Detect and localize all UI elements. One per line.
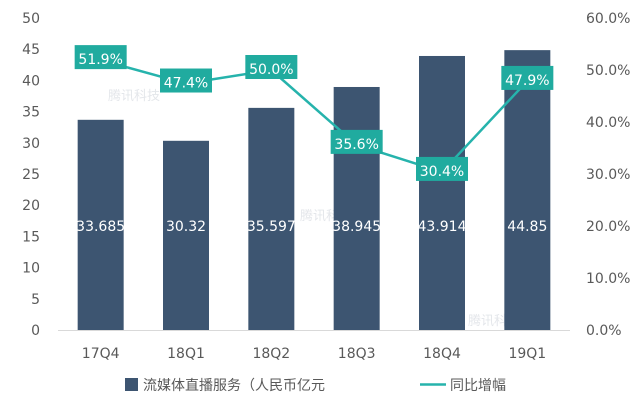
left-axis-tick-label: 10 (22, 261, 40, 277)
line-labels-group: 51.9% 47.4% 50.0% 35.6% 30.4% 47.9% (74, 45, 554, 181)
x-axis-tick-label: 18Q1 (167, 346, 205, 362)
left-axis-tick-label: 50 (22, 11, 40, 27)
line-data-label-box (74, 45, 127, 70)
right-axis-tick-label: 20.0% (586, 219, 630, 235)
line-data-label-box (501, 65, 554, 90)
bar (163, 140, 209, 330)
x-axis-tick-label: 18Q2 (252, 346, 290, 362)
line-data-label: 47.4% (164, 76, 208, 92)
right-axis-tick-label: 0.0% (586, 323, 622, 339)
axes-group: 0 5 10 15 20 25 30 35 40 45 50 0.0% 10.0% 20.0% 30.0% 4… (22, 11, 630, 362)
left-axis-tick-label: 40 (22, 73, 40, 89)
left-axis-tick-label: 15 (22, 229, 40, 245)
line-data-label: 47.9% (505, 73, 549, 89)
line-data-label-box (160, 68, 212, 93)
right-axis-tick-label: 10.0% (586, 271, 630, 287)
line-data-label: 51.9% (78, 52, 122, 68)
bar (419, 55, 465, 331)
line-data-label: 30.4% (420, 164, 464, 180)
right-axis-tick-label: 50.0% (586, 63, 630, 79)
right-axis-tick-label: 30.0% (586, 167, 630, 183)
left-axis-tick-label: 45 (22, 42, 40, 58)
line-data-label-box (416, 156, 468, 181)
x-axis-tick-label: 18Q4 (423, 346, 461, 362)
left-axis-tick-label: 35 (22, 105, 40, 121)
left-axis-tick-label: 20 (22, 198, 40, 214)
left-axis-tick-label: 5 (31, 292, 40, 308)
watermark-text: 腾讯科技 (108, 88, 160, 104)
left-axis-tick-label: 25 (22, 167, 40, 183)
bar-data-label: 38.945 (332, 219, 381, 235)
line-data-label-box (330, 129, 383, 154)
bar (504, 50, 551, 331)
bar-data-label: 44.85 (507, 219, 547, 235)
right-axis-tick-label: 40.0% (586, 115, 630, 131)
bar (333, 86, 380, 330)
bar-series (77, 50, 551, 331)
left-axis-tick-label: 0 (31, 323, 40, 339)
left-axis-tick-label: 30 (22, 136, 40, 152)
legend-bar-swatch (125, 378, 138, 391)
line-data-label-box (245, 55, 298, 79)
legend-line-label: 同比增幅 (450, 378, 506, 394)
bar-data-label: 35.597 (247, 219, 296, 235)
legend-bar-label: 流媒体直播服务（人民币亿元 (143, 377, 325, 394)
line-data-label: 50.0% (249, 62, 293, 78)
right-axis-tick-label: 60.0% (586, 11, 630, 27)
bar-data-label: 33.685 (76, 219, 125, 235)
bar (248, 107, 295, 330)
bar-data-label: 30.32 (166, 219, 206, 235)
x-axis-tick-label: 19Q1 (508, 346, 546, 362)
x-axis-tick-label: 18Q3 (338, 346, 376, 362)
bar-data-label: 43.914 (418, 219, 467, 235)
bar-labels-group: 33.685 30.32 35.597 38.945 43.914 44.85 (76, 219, 547, 235)
line-data-label: 35.6% (334, 137, 378, 153)
legend: 流媒体直播服务（人民币亿元 同比增幅 (125, 377, 506, 394)
x-axis-tick-label: 17Q4 (82, 346, 120, 362)
bar (77, 119, 124, 330)
